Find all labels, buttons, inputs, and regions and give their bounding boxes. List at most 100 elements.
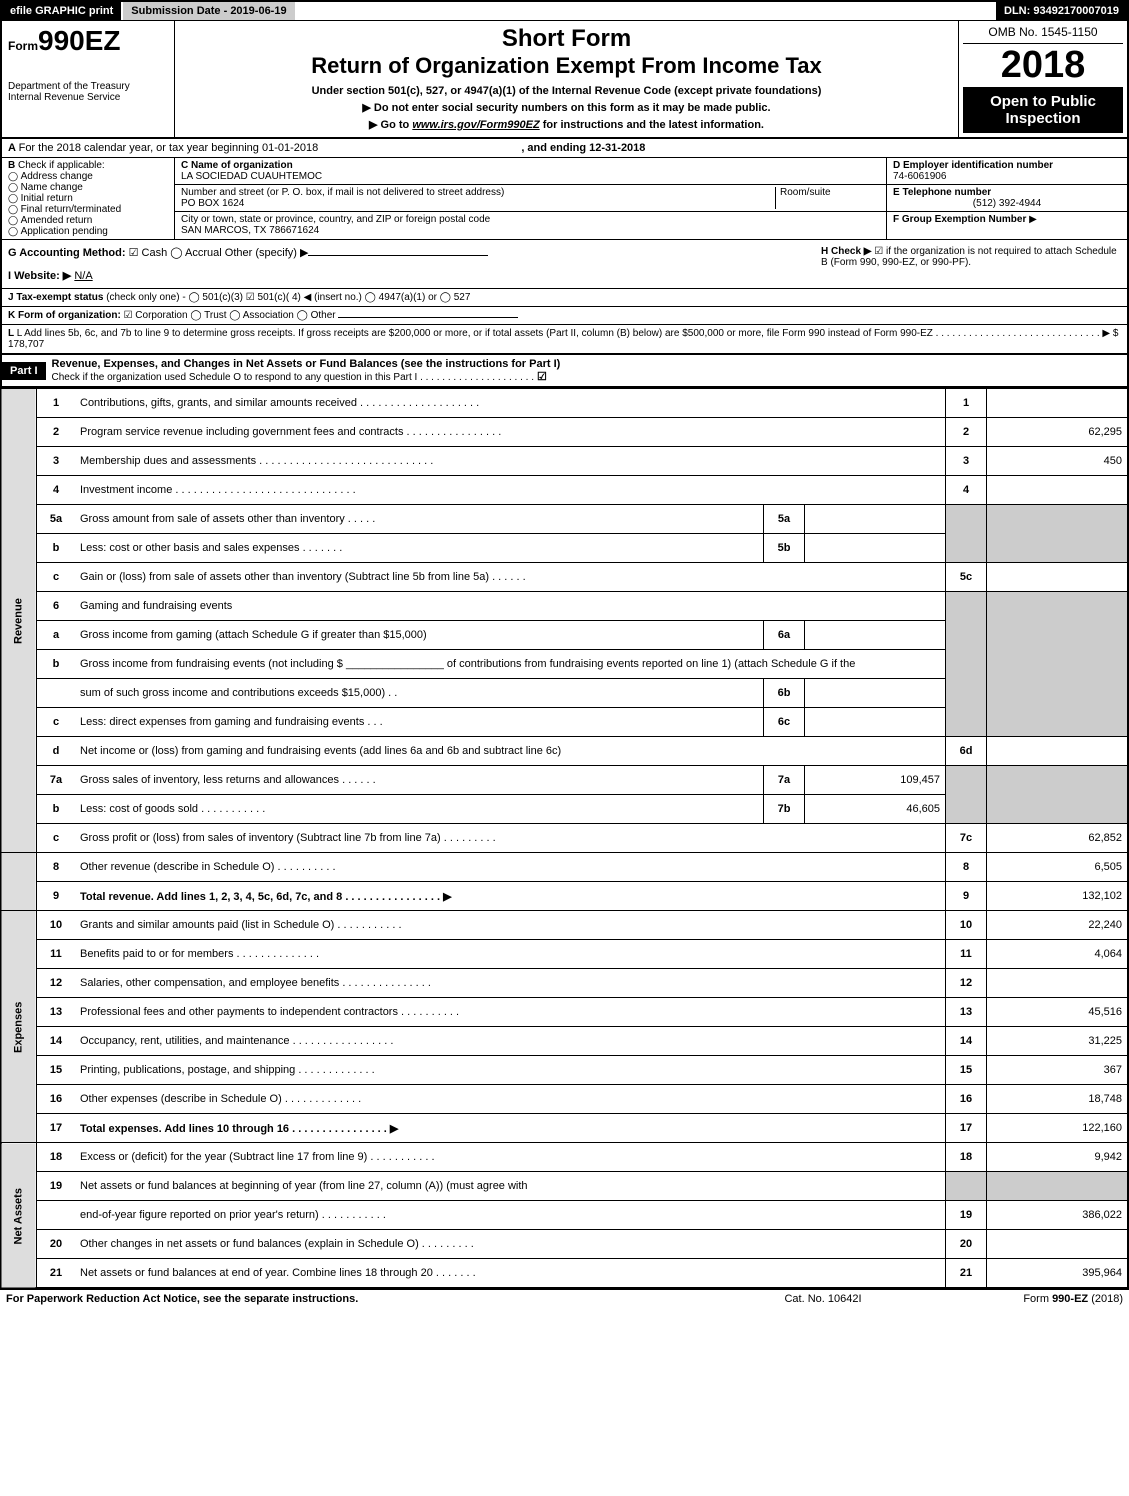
check-application-pending[interactable]: Application pending [8, 226, 168, 237]
line-desc: Less: direct expenses from gaming and fu… [75, 708, 764, 737]
line-rval: 367 [987, 1056, 1129, 1085]
line-desc: Grants and similar amounts paid (list in… [75, 911, 946, 940]
line-rnum: 8 [946, 853, 987, 882]
col-d-ein-phone: D Employer identification number 74-6061… [887, 158, 1127, 239]
line-rval: 6,505 [987, 853, 1129, 882]
line-rval: 31,225 [987, 1027, 1129, 1056]
line-num: 15 [37, 1056, 76, 1085]
line-desc: Occupancy, rent, utilities, and maintena… [75, 1027, 946, 1056]
part1-title: Revenue, Expenses, and Changes in Net As… [52, 358, 561, 370]
efile-print-button[interactable]: efile GRAPHIC print [2, 2, 123, 20]
line-desc: Other expenses (describe in Schedule O) … [75, 1085, 946, 1114]
line-desc: Net assets or fund balances at beginning… [75, 1172, 946, 1201]
line-desc: Total expenses. Add lines 10 through 16 … [75, 1114, 946, 1143]
line-rval: 4,064 [987, 940, 1129, 969]
line-num: 19 [37, 1172, 76, 1201]
line-midnum: 6b [764, 679, 805, 708]
line-desc: Less: cost of goods sold . . . . . . . .… [75, 795, 764, 824]
page-footer: For Paperwork Reduction Act Notice, see … [0, 1289, 1129, 1308]
line-j: J Tax-exempt status (check only one) - ◯… [2, 289, 1127, 307]
dept-treasury: Department of the Treasury [8, 81, 168, 92]
website-value: N/A [74, 270, 92, 282]
line-rval [987, 1230, 1129, 1259]
line-num: 6 [37, 592, 76, 621]
line-num [37, 1201, 76, 1230]
address-cell: Number and street (or P. O. box, if mail… [175, 185, 886, 212]
g-other[interactable]: Other (specify) ▶ [225, 247, 309, 259]
check-initial-return[interactable]: Initial return [8, 193, 168, 204]
goto-link[interactable]: www.irs.gov/Form990EZ [412, 119, 539, 131]
tax-year: 2018 [963, 44, 1123, 87]
check-amended-return[interactable]: Amended return [8, 215, 168, 226]
ein-value: 74-6061906 [893, 171, 946, 182]
short-form-title: Short Form [179, 25, 954, 53]
grey-cell [946, 505, 987, 563]
col-c-name-address: C Name of organization LA SOCIEDAD CUAUH… [175, 158, 887, 239]
line-num: d [37, 737, 76, 766]
line-num: 16 [37, 1085, 76, 1114]
line-desc: Gross sales of inventory, less returns a… [75, 766, 764, 795]
header-center: Short Form Return of Organization Exempt… [175, 21, 958, 137]
e-label: E Telephone number [893, 187, 991, 198]
city-label: City or town, state or province, country… [181, 214, 490, 225]
k-other-input[interactable] [338, 317, 518, 318]
line-num: b [37, 795, 76, 824]
part1-label: Part I [2, 362, 46, 380]
revenue-sidebar: Revenue [1, 389, 37, 853]
h-label: H Check ▶ [821, 246, 871, 257]
line-rval: 395,964 [987, 1259, 1129, 1289]
main-title: Return of Organization Exempt From Incom… [179, 53, 954, 79]
paperwork-notice: For Paperwork Reduction Act Notice, see … [6, 1293, 723, 1305]
check-name-change[interactable]: Name change [8, 182, 168, 193]
netassets-sidebar: Net Assets [1, 1143, 37, 1289]
line-rval: 22,240 [987, 911, 1129, 940]
f-arrow: ▶ [1029, 214, 1037, 225]
c-label: C Name of organization [181, 160, 293, 171]
dln-label: DLN: 93492170007019 [996, 2, 1127, 20]
line-desc: Excess or (deficit) for the year (Subtra… [75, 1143, 946, 1172]
line-rnum: 9 [946, 882, 987, 911]
line-rnum: 16 [946, 1085, 987, 1114]
line-num: 20 [37, 1230, 76, 1259]
line-rnum: 21 [946, 1259, 987, 1289]
line-desc: Net assets or fund balances at end of ye… [75, 1259, 946, 1289]
omb-number: OMB No. 1545-1150 [963, 25, 1123, 44]
line-rval: 386,022 [987, 1201, 1129, 1230]
line-num: 8 [37, 853, 76, 882]
check-applicable-list: Address change Name change Initial retur… [8, 171, 168, 237]
submission-date-label: Submission Date - 2019-06-19 [123, 2, 294, 20]
line-rval: 122,160 [987, 1114, 1129, 1143]
g-other-input[interactable] [308, 255, 488, 256]
line-rnum: 2 [946, 418, 987, 447]
j-label: J Tax-exempt status [8, 292, 103, 303]
line-desc: sum of such gross income and contributio… [75, 679, 764, 708]
org-name-cell: C Name of organization LA SOCIEDAD CUAUH… [175, 158, 886, 185]
room-label: Room/suite [780, 187, 831, 198]
expenses-sidebar: Expenses [1, 911, 37, 1143]
g-cash[interactable]: Cash [142, 247, 168, 259]
g-accrual[interactable]: Accrual [185, 247, 222, 259]
line-rnum: 5c [946, 563, 987, 592]
line-a: A For the 2018 calendar year, or tax yea… [2, 139, 1127, 158]
line-num: 14 [37, 1027, 76, 1056]
grey-cell [946, 1172, 987, 1201]
line-rnum: 18 [946, 1143, 987, 1172]
line-a-end: , and ending 12-31-2018 [521, 142, 645, 154]
line-rnum: 4 [946, 476, 987, 505]
topbar-spacer [295, 2, 996, 20]
k-text: ☑ Corporation ◯ Trust ◯ Association ◯ Ot… [124, 310, 336, 321]
irs-label: Internal Revenue Service [8, 92, 168, 103]
line-desc: Printing, publications, postage, and shi… [75, 1056, 946, 1085]
addr-label: Number and street (or P. O. box, if mail… [181, 187, 504, 198]
goto-suffix: for instructions and the latest informat… [540, 119, 764, 131]
g-label: G Accounting Method: [8, 247, 126, 259]
check-final-return[interactable]: Final return/terminated [8, 204, 168, 215]
goto-line: ▶ Go to www.irs.gov/Form990EZ for instru… [179, 118, 954, 131]
line-num: 3 [37, 447, 76, 476]
line-rval: 18,748 [987, 1085, 1129, 1114]
line-num: b [37, 534, 76, 563]
check-address-change[interactable]: Address change [8, 171, 168, 182]
revenue-sidebar-cont [1, 853, 37, 911]
line-midnum: 7a [764, 766, 805, 795]
line-num: 4 [37, 476, 76, 505]
